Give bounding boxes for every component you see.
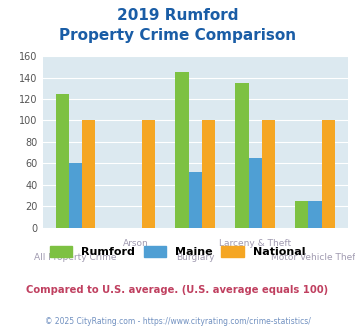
Bar (308, 201, 322, 228)
Bar (295, 201, 308, 228)
Text: Burglary: Burglary (176, 253, 214, 262)
Text: Arson: Arson (122, 239, 148, 248)
Text: Motor Vehicle Theft: Motor Vehicle Theft (271, 253, 355, 262)
Text: Larceny & Theft: Larceny & Theft (219, 239, 291, 248)
Bar (69, 163, 82, 228)
Legend: Rumford, Maine, National: Rumford, Maine, National (45, 242, 310, 261)
Bar (56, 94, 69, 228)
Bar (189, 172, 202, 228)
Bar (248, 158, 262, 228)
Text: © 2025 CityRating.com - https://www.cityrating.com/crime-statistics/: © 2025 CityRating.com - https://www.city… (45, 317, 310, 326)
Bar (82, 120, 95, 228)
Bar (322, 120, 335, 228)
Bar (142, 120, 155, 228)
Text: Compared to U.S. average. (U.S. average equals 100): Compared to U.S. average. (U.S. average … (26, 285, 329, 295)
Bar (235, 83, 248, 228)
Text: 2019 Rumford: 2019 Rumford (117, 8, 238, 23)
Bar (262, 120, 275, 228)
Bar (202, 120, 215, 228)
Text: Property Crime Comparison: Property Crime Comparison (59, 28, 296, 43)
Bar (175, 72, 189, 228)
Text: All Property Crime: All Property Crime (34, 253, 117, 262)
